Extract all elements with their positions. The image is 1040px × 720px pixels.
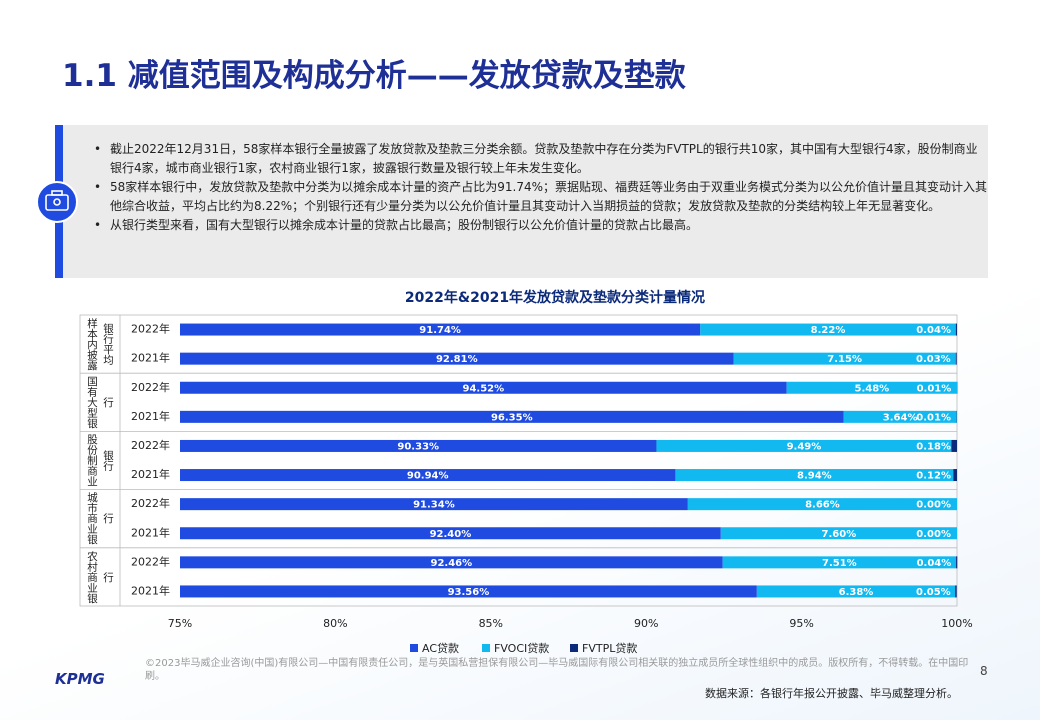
x-tick-label: 85% [479,617,503,630]
chart-title: 2022年&2021年发放贷款及垫款分类计量情况 [405,289,705,306]
y-tick-label: 2021年 [131,351,170,365]
bullet-list: 截止2022年12月31日，58家样本银行全量披露了发放贷款及垫款三分类余额。贷… [92,140,988,235]
data-label: 0.12% [916,471,951,482]
y-tick-label: 2021年 [131,525,170,539]
icon [36,181,78,223]
legend-label: FVTPL贷款 [582,641,637,655]
data-label: 93.56% [448,587,490,598]
x-tick-label: 75% [168,617,192,630]
y-tick-label: 2022年 [131,380,170,394]
data-label: 5.48% [854,383,889,394]
bar-segment [786,381,957,394]
data-label: 7.15% [827,354,862,365]
bar-segment [951,439,957,452]
copyright: ©2023毕马威企业咨询(中国)有限公司—中国有限责任公司，是与英国私营担保有限… [145,658,969,682]
bar-segment [700,323,956,336]
data-label: 92.81% [436,354,478,365]
data-label: 90.33% [397,441,439,452]
bar-segment [955,585,957,598]
legend-swatch [410,644,418,652]
data-label: 91.74% [419,325,461,336]
bullet: 从银行类型来看，国有大型银行以摊余成本计量的贷款占比最高；股份制银行以公允价值计… [92,216,988,235]
bar-segment [180,410,844,423]
bar-segment [756,585,956,598]
bar-segment [656,439,952,452]
data-label: 92.46% [431,558,473,569]
bar-segment [843,410,957,423]
bar-segment [720,527,957,540]
data-label: 6.38% [839,587,874,598]
group-label: 城市商业银行 [86,492,114,545]
y-tick-label: 2022年 [131,496,170,510]
bar-segment [675,469,954,482]
bar-segment [722,556,957,569]
y-tick-label: 2021年 [131,409,170,423]
bar-segment [733,352,956,365]
bar-segment [956,556,958,569]
legend-label: FVOCI贷款 [494,641,549,655]
bar-segment [180,469,676,482]
bar-segment [955,352,957,365]
data-label: 9.49% [787,441,822,452]
label-frame [79,314,958,607]
bar-segment [180,585,757,598]
group-label: 国有大型银行 [86,376,114,429]
x-tick-label: 95% [789,617,813,630]
data-label: 0.04% [916,325,951,336]
data-label: 0.04% [917,558,952,569]
data-label: 0.00% [916,529,951,540]
data-label: 0.18% [916,441,951,452]
bar-segment [953,469,957,482]
data-label: 7.51% [822,558,857,569]
source: 数据来源：各银行年报公开披露、毕马威整理分析。 [705,687,958,700]
data-label: 3.64% [883,412,918,423]
data-label: 94.52% [463,383,505,394]
bar-segment [180,439,657,452]
bar-segment [180,498,688,511]
data-label: 90.94% [407,471,449,482]
y-tick-label: 2022年 [131,554,170,568]
data-label: 8.22% [811,325,846,336]
y-tick-label: 2021年 [131,583,170,597]
y-tick-label: 2022年 [131,322,170,336]
bar-segment [180,556,723,569]
data-label: 8.94% [797,471,832,482]
bar-segment [955,323,957,336]
logo: KPMG [55,670,105,688]
bar-segment [180,323,701,336]
legend-swatch [570,644,578,652]
data-label: 0.00% [916,500,951,511]
bullet: 截止2022年12月31日，58家样本银行全量披露了发放贷款及垫款三分类余额。贷… [92,140,988,178]
data-label: 91.34% [413,500,455,511]
data-label: 8.66% [805,500,840,511]
data-label: 0.05% [916,587,951,598]
y-tick-label: 2022年 [131,438,170,452]
group-label: 股份制商业银行 [86,434,114,487]
x-tick-label: 90% [634,617,658,630]
data-label: 0.01% [917,383,952,394]
page-number: 8 [980,664,988,678]
x-tick-label: 100% [941,617,972,630]
y-tick-label: 2021年 [131,467,170,481]
bar-segment [687,498,957,511]
legend-label: AC贷款 [422,641,459,655]
data-label: 0.01% [916,412,951,423]
bullet: 58家样本银行中，发放贷款及垫款中分类为以摊余成本计量的资产占比为91.74%；… [92,178,988,216]
bar-segment [180,527,721,540]
data-label: 96.35% [491,412,533,423]
data-label: 92.40% [430,529,472,540]
legend-swatch [482,644,490,652]
data-label: 7.60% [822,529,857,540]
bar-segment [180,381,787,394]
group-label: 样本内披露银行平均 [86,317,114,371]
x-tick-label: 80% [323,617,347,630]
slide-title: 1.1 减值范围及构成分析——发放贷款及垫款 [62,58,686,94]
group-label: 农村商业银行 [86,550,114,604]
data-label: 0.03% [916,354,951,365]
bar-segment [180,352,734,365]
